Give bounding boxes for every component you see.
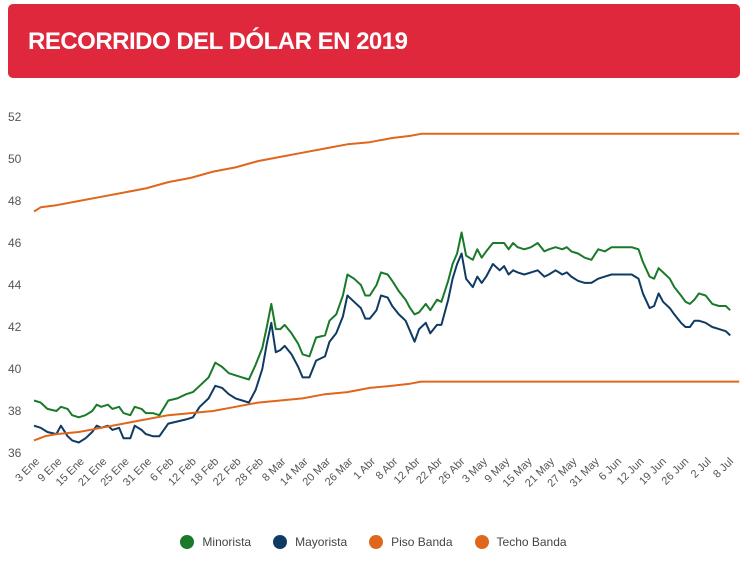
y-tick-label: 52	[8, 110, 22, 124]
legend-swatch-mayorista	[273, 535, 288, 549]
y-tick-label: 40	[8, 362, 22, 376]
y-tick-label: 38	[8, 404, 22, 418]
legend-item-techo-banda[interactable]: Techo Banda	[474, 535, 567, 549]
legend-swatch-techo-banda	[474, 535, 489, 549]
series-line-piso-banda	[33, 380, 740, 442]
legend-item-minorista[interactable]: Minorista	[180, 535, 251, 549]
legend-item-mayorista[interactable]: Mayorista	[273, 535, 347, 549]
legend-label-techo-banda: Techo Banda	[496, 535, 567, 549]
x-tick-label: 2 Jul	[689, 456, 714, 481]
x-tick-label: 26 Abr	[436, 455, 467, 486]
legend-label-mayorista: Mayorista	[295, 535, 348, 549]
legend-swatch-minorista	[180, 535, 195, 549]
header-banner: RECORRIDO DEL DÓLAR EN 2019	[8, 4, 740, 78]
legend-swatch-piso-banda	[369, 535, 384, 549]
y-tick-label: 36	[8, 446, 22, 460]
series-line-mayorista	[33, 252, 731, 444]
x-tick-label: 8 Jul	[711, 456, 736, 481]
series-line-techo-banda	[33, 132, 740, 213]
y-tick-label: 46	[8, 236, 22, 250]
y-tick-label: 42	[8, 320, 22, 334]
series-line-minorista	[33, 231, 731, 419]
y-tick-label: 50	[8, 152, 22, 166]
legend-item-piso-banda[interactable]: Piso Banda	[369, 535, 453, 549]
legend-label-minorista: Minorista	[202, 535, 252, 549]
y-tick-label: 44	[8, 278, 22, 292]
chart-title: RECORRIDO DEL DÓLAR EN 2019	[28, 28, 408, 55]
y-tick-label: 48	[8, 194, 22, 208]
x-tick-label: 1 Abr	[351, 455, 378, 482]
legend-label-piso-banda: Piso Banda	[391, 535, 453, 549]
chart-legend: Minorista Mayorista Piso Banda Techo Ban…	[0, 532, 747, 552]
